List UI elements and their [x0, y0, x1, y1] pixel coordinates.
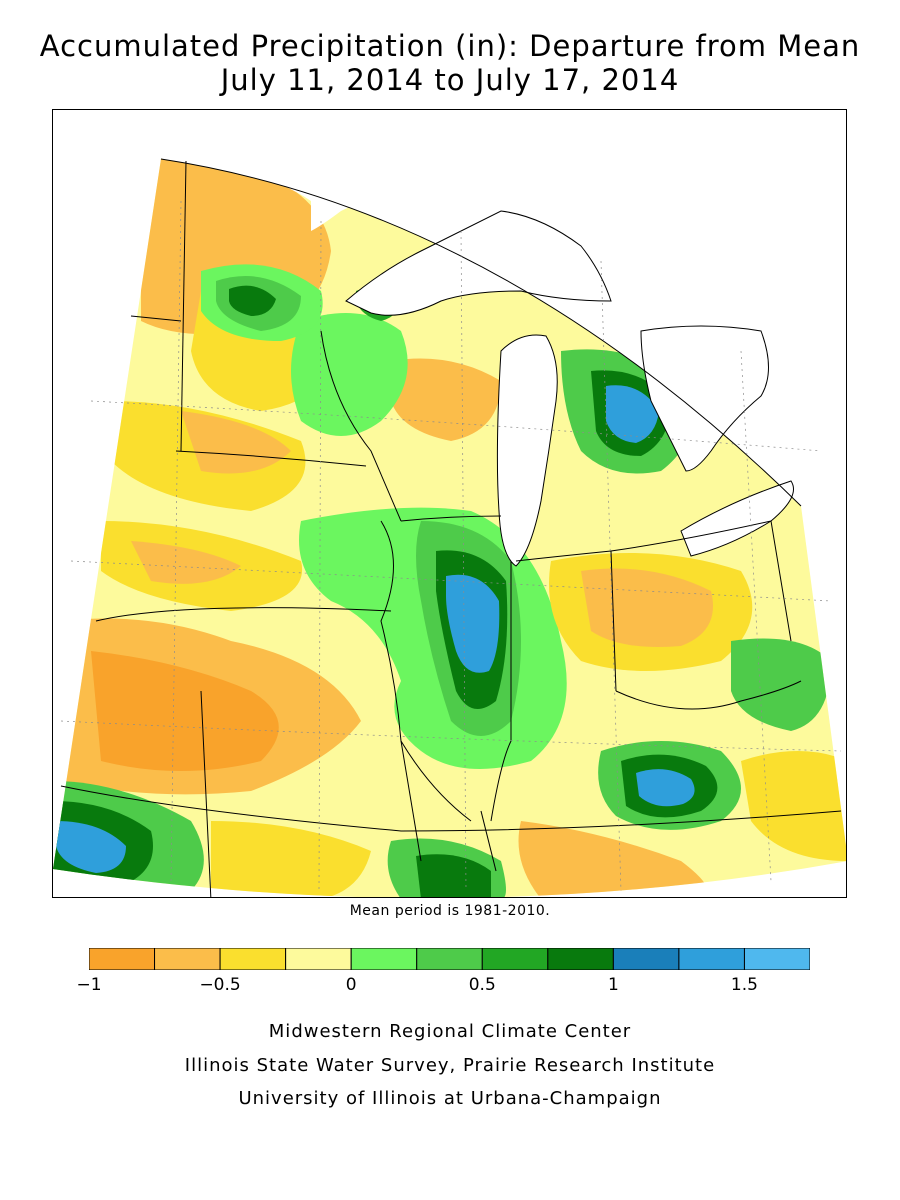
legend-tick-label: 1.5	[730, 975, 758, 995]
legend-swatch	[678, 948, 745, 970]
legend-swatch	[416, 948, 483, 970]
state-borders	[60, 158, 842, 897]
credit-line-1: Midwestern Regional Climate Center	[268, 1021, 632, 1042]
lake-superior	[345, 210, 612, 316]
precipitation-map	[52, 109, 847, 898]
legend-swatch	[285, 948, 352, 970]
legend-swatch	[743, 948, 810, 970]
legend-tick-label: 0	[345, 975, 357, 995]
legend-tick-label: 0.5	[468, 975, 496, 995]
lake-michigan	[496, 334, 558, 567]
legend-swatch	[350, 948, 418, 970]
lake-huron	[640, 325, 769, 472]
mean-period-note: Mean period is 1981-2010.	[349, 903, 551, 919]
grid-lines	[60, 200, 842, 892]
wet-region-wisconsin	[291, 313, 408, 436]
legend-swatch	[612, 948, 680, 970]
credit-line-2: Illinois State Water Survey, Prairie Res…	[184, 1055, 716, 1076]
map-date-range: July 11, 2014 to July 17, 2014	[220, 63, 680, 97]
map-title: Accumulated Precipitation (in): Departur…	[39, 29, 861, 63]
legend-tick-label: −1	[76, 975, 102, 995]
legend-swatch	[154, 948, 221, 970]
color-legend	[89, 948, 810, 970]
legend-swatch	[481, 948, 549, 970]
lake-erie	[680, 480, 794, 557]
legend-tick-label: 1	[607, 975, 619, 995]
legend-swatch	[547, 948, 614, 970]
legend-swatch	[219, 948, 287, 970]
legend-swatch	[89, 948, 156, 970]
canada-north	[251, 121, 846, 321]
credit-line-3: University of Illinois at Urbana-Champai…	[238, 1088, 662, 1109]
legend-tick-label: −0.5	[199, 975, 241, 995]
